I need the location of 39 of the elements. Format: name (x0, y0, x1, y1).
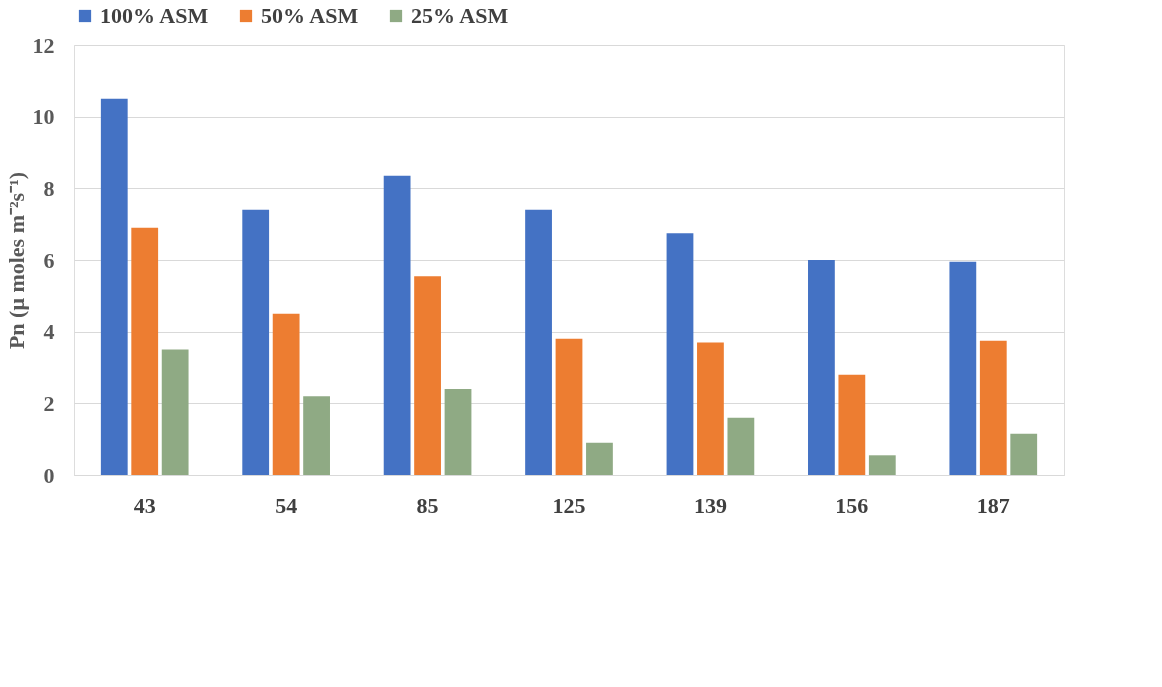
bar (727, 417, 755, 475)
y-tick-label: 6 (43, 247, 55, 273)
x-tick-label: 85 (416, 492, 439, 518)
x-tick-label: 139 (693, 492, 727, 518)
x-tick-label: 156 (835, 492, 869, 518)
bar (303, 396, 330, 475)
legend-label: 50% ASM (261, 3, 359, 28)
bar (838, 374, 866, 475)
bar (697, 342, 724, 475)
y-axis-title: Pn (μ moles m⁻²s⁻¹) (3, 171, 29, 350)
bar (808, 260, 835, 475)
x-tick-label: 125 (552, 492, 586, 518)
bar (868, 455, 896, 475)
x-tick-label: 54 (275, 492, 298, 518)
bar (131, 227, 159, 475)
bar (383, 175, 411, 475)
y-tick-label: 8 (43, 175, 55, 201)
bar (979, 340, 1007, 475)
bar (100, 98, 128, 475)
y-tick-label: 4 (43, 319, 55, 345)
bar (525, 209, 552, 475)
y-tick-label: 12 (32, 32, 55, 58)
bar (242, 209, 270, 475)
x-tick-label: 43 (133, 492, 156, 518)
bar (444, 389, 472, 475)
legend-label: 25% ASM (411, 3, 509, 28)
bar (414, 276, 441, 475)
y-tick-label: 2 (43, 390, 55, 416)
x-tick-label: 187 (976, 492, 1010, 518)
bar (1010, 433, 1038, 475)
y-tick-label: 0 (43, 462, 55, 488)
bar (555, 338, 583, 475)
bar (586, 442, 613, 475)
y-tick-label: 10 (32, 104, 55, 130)
bar (949, 261, 977, 475)
bar (666, 233, 694, 475)
bar (161, 349, 189, 475)
legend-label: 100% ASM (100, 3, 209, 28)
bar (272, 313, 300, 475)
